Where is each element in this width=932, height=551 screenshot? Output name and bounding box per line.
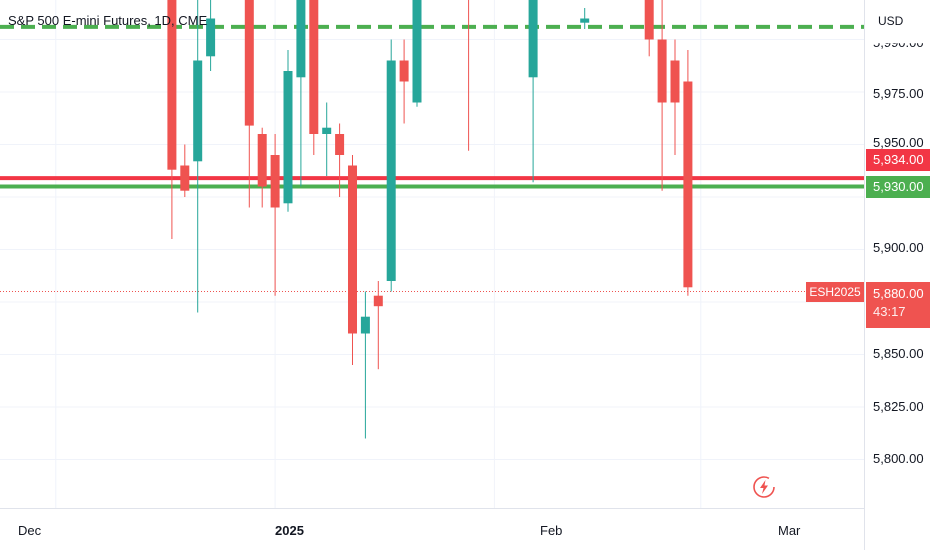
candle-down xyxy=(644,0,654,57)
candles xyxy=(167,0,693,439)
price-tick: 5,975.00 xyxy=(873,86,924,101)
candle-down xyxy=(167,0,177,239)
candle-body xyxy=(412,0,422,103)
candle-body xyxy=(257,134,267,187)
candle-down xyxy=(309,0,319,155)
candle-up xyxy=(193,0,203,313)
price-chart[interactable] xyxy=(0,0,864,508)
candle-body xyxy=(683,81,693,288)
candle-body xyxy=(360,316,370,334)
candle-body xyxy=(244,0,254,126)
candle-body xyxy=(528,0,538,78)
candle-body xyxy=(386,60,396,281)
candle-up xyxy=(528,0,538,183)
green-line-price-tag: 5,930.00 xyxy=(866,176,930,198)
symbol-tag: ESH2025 xyxy=(806,282,864,302)
candle-down xyxy=(468,0,470,151)
time-label-mar: Mar xyxy=(778,523,801,538)
candle-down xyxy=(683,50,693,296)
candle-up xyxy=(580,8,590,29)
candle-body xyxy=(322,127,332,134)
red-line-price-tag: 5,934.00 xyxy=(866,149,930,171)
candle-body xyxy=(348,165,357,334)
candle-up xyxy=(322,102,332,176)
candle-up xyxy=(296,0,306,187)
time-axis[interactable]: Dec 2025 Feb Mar xyxy=(0,508,864,551)
candle-up xyxy=(206,0,216,71)
candle-down xyxy=(657,0,667,191)
time-label-2025: 2025 xyxy=(275,523,304,538)
price-tick-partial: 5,990.00 xyxy=(873,35,924,50)
horizontal-lines xyxy=(0,24,864,292)
candle-down xyxy=(270,134,280,296)
candle-down xyxy=(373,281,383,370)
candle-body xyxy=(335,134,345,155)
bar-countdown: 43:17 xyxy=(873,304,906,319)
price-tick: 5,800.00 xyxy=(873,451,924,466)
candle-body xyxy=(206,18,216,57)
chart-title: S&P 500 E-mini Futures, 1D, CME xyxy=(8,13,208,28)
price-tick: 5,850.00 xyxy=(873,346,924,361)
chart-grid xyxy=(0,0,864,508)
candle-down xyxy=(348,155,357,365)
candle-down xyxy=(244,0,254,208)
price-axis[interactable]: 5,990.00 5,975.00 5,950.00 5,900.00 5,85… xyxy=(864,0,932,550)
flash-icon[interactable] xyxy=(751,474,777,500)
candle-down xyxy=(335,123,345,197)
candle-body xyxy=(644,0,654,40)
currency-label[interactable]: USD xyxy=(878,14,904,28)
price-tick: 5,900.00 xyxy=(873,240,924,255)
candle-up xyxy=(386,39,396,292)
candle-body xyxy=(270,155,280,208)
candle-down xyxy=(257,127,267,208)
candle-body xyxy=(193,60,203,162)
candle-down xyxy=(180,144,190,197)
candle-body xyxy=(167,0,177,170)
time-label-dec: Dec xyxy=(18,523,42,538)
candle-down xyxy=(670,39,680,155)
candle-body xyxy=(309,0,319,134)
candle-body xyxy=(399,60,409,82)
last-price-value: 5,880.00 xyxy=(873,286,924,301)
candle-body xyxy=(373,295,383,307)
candle-body xyxy=(283,71,293,204)
candle-body xyxy=(657,39,667,103)
candle-body xyxy=(670,60,680,103)
price-tick: 5,825.00 xyxy=(873,399,924,414)
candle-up xyxy=(360,291,370,439)
candle-up xyxy=(283,50,293,212)
candle-up xyxy=(412,0,422,107)
candle-body xyxy=(180,165,190,191)
candle-down xyxy=(399,39,409,124)
last-price-tag: 5,880.00 43:17 xyxy=(866,282,930,328)
candle-body xyxy=(296,0,306,78)
price-tick: 5,950.00 xyxy=(873,135,924,150)
candle-body xyxy=(580,18,590,23)
time-label-feb: Feb xyxy=(540,523,563,538)
